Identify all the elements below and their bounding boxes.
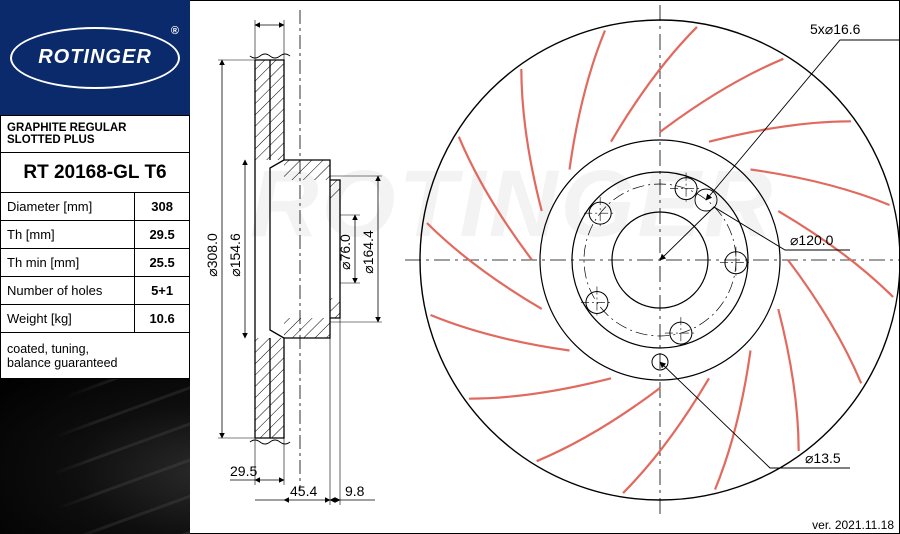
brand-name: ROTINGER [38,46,152,69]
svg-text:⌀308.0: ⌀308.0 [204,233,220,277]
spec-label: Th [mm] [1,221,135,249]
registered-icon: ® [171,25,180,37]
spec-label: Th min [mm] [1,249,135,277]
svg-text:⌀154.6: ⌀154.6 [227,233,243,277]
svg-text:9.8: 9.8 [345,483,365,499]
spec-value: 308 [135,193,190,221]
svg-text:5x⌀16.6: 5x⌀16.6 [810,21,861,37]
svg-text:29.5: 29.5 [230,463,257,479]
product-title: GRAPHITE REGULAR SLOTTED PLUS [1,116,190,153]
svg-text:⌀120.0: ⌀120.0 [790,232,834,248]
spec-value: 5+1 [135,277,190,305]
spec-label: Diameter [mm] [1,193,135,221]
spec-value: 29.5 [135,221,190,249]
svg-text:⌀13.5: ⌀13.5 [805,450,841,466]
part-number: RT 20168-GL T6 [1,153,190,193]
spec-label: Number of holes [1,277,135,305]
spec-value: 25.5 [135,249,190,277]
technical-drawing: ⌀308.0 ⌀154.6 ⌀76.0 ⌀164.4 [190,0,900,534]
bolt-holes [581,173,752,349]
dim-thickness: 29.5 [230,438,284,485]
callout-drain: ⌀13.5 [660,362,850,468]
brand-logo-ellipse: ROTINGER ® [10,27,180,89]
callout-pcd: ⌀120.0 [660,207,850,260]
version-label: ver. 2021.11.18 [812,518,894,532]
drawing-svg: ⌀308.0 ⌀154.6 ⌀76.0 ⌀164.4 [190,0,900,534]
spec-label: Weight [kg] [1,305,135,333]
callout-bolt: 5x⌀16.6 [695,21,900,211]
left-panel: ROTINGER ® GRAPHITE REGULAR SLOTTED PLUS… [0,0,190,534]
svg-text:45.4: 45.4 [290,483,317,499]
product-photo [0,379,190,534]
front-face-view: 5x⌀16.6 ⌀120.0 ⌀13.5 [405,5,900,515]
spec-value: 10.6 [135,305,190,333]
brand-logo: ROTINGER ® [0,0,190,115]
dim-flange: 9.8 [330,318,375,505]
svg-text:⌀164.4: ⌀164.4 [360,230,376,274]
spec-table: GRAPHITE REGULAR SLOTTED PLUS RT 20168-G… [0,115,190,379]
spec-note: coated, tuning, balance guaranteed [1,333,190,379]
side-section-view: ⌀308.0 ⌀154.6 ⌀76.0 ⌀164.4 [204,10,382,505]
svg-text:⌀76.0: ⌀76.0 [337,234,353,270]
dim-hub-diameter: ⌀154.6 [227,160,245,338]
